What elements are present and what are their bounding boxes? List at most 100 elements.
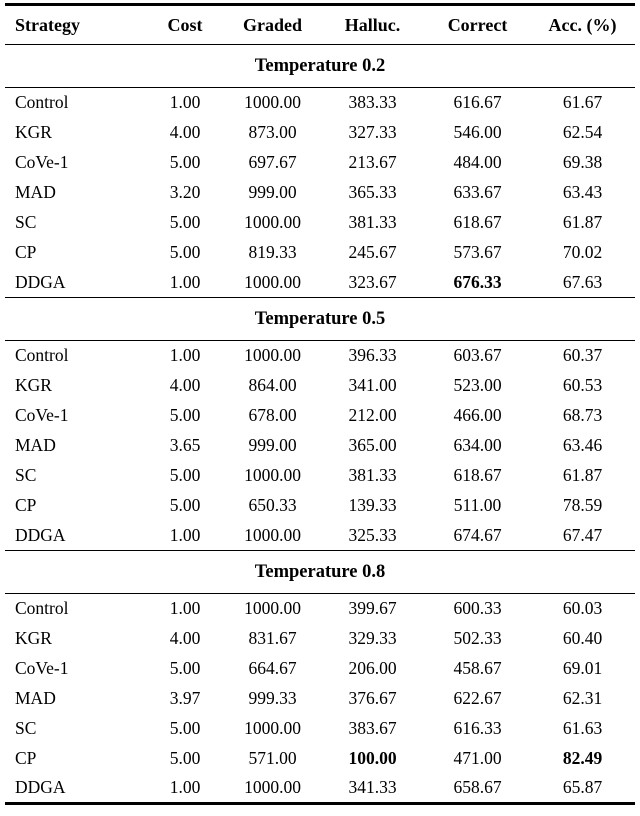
cell-value: 831.67 <box>248 628 297 648</box>
table-row: Control 1.00 1000.00 399.67 600.33 60.03 <box>5 594 635 624</box>
cell-value: 325.33 <box>348 524 397 545</box>
cell-value: 650.33 <box>248 495 297 515</box>
cell-value: 3.97 <box>169 688 201 708</box>
table-row: Control 1.00 1000.00 383.33 616.67 61.67 <box>5 88 635 118</box>
cell-strategy: CP <box>15 495 37 515</box>
cell-strategy: SC <box>15 212 37 232</box>
cell-strategy: CP <box>15 242 37 262</box>
cell-value: 1000.00 <box>244 718 301 738</box>
section-header-row: Temperature 0.8 <box>5 550 635 594</box>
cell-value: 365.00 <box>348 435 397 455</box>
cell-value: 62.31 <box>562 688 603 708</box>
section-title: Temperature 0.2 <box>5 44 635 88</box>
cell-value: 458.67 <box>453 658 502 678</box>
cell-value: 61.87 <box>562 212 603 232</box>
cell-value: 67.47 <box>562 524 603 545</box>
table-row: SC 5.00 1000.00 381.33 618.67 61.87 <box>5 461 635 491</box>
cell-strategy: Control <box>15 598 69 619</box>
table-row: MAD 3.97 999.33 376.67 622.67 62.31 <box>5 684 635 714</box>
column-header-acc: Acc. (%) <box>548 14 617 35</box>
cell-value: 1000.00 <box>244 271 301 292</box>
cell-value: 68.73 <box>562 405 603 425</box>
cell-strategy: CP <box>15 748 37 768</box>
table-row: MAD 3.65 999.00 365.00 634.00 63.46 <box>5 431 635 461</box>
table-row: CoVe-1 5.00 664.67 206.00 458.67 69.01 <box>5 654 635 684</box>
results-table: Strategy Cost Graded Halluc. Correct Acc… <box>5 3 635 805</box>
cell-strategy: DDGA <box>15 524 66 545</box>
column-header-correct: Correct <box>447 14 508 35</box>
cell-value: 365.33 <box>348 182 397 202</box>
cell-value: 674.67 <box>453 524 502 545</box>
cell-value: 1000.00 <box>244 345 301 366</box>
cell-value: 5.00 <box>169 658 201 678</box>
cell-strategy: CoVe-1 <box>15 658 69 678</box>
cell-value: 999.00 <box>248 435 297 455</box>
cell-value: 327.33 <box>348 122 397 142</box>
cell-value: 67.63 <box>562 271 603 292</box>
cell-value: 1000.00 <box>244 465 301 485</box>
cell-value: 3.65 <box>169 435 201 455</box>
cell-strategy: Control <box>15 345 69 366</box>
column-header-strategy: Strategy <box>15 14 80 35</box>
cell-value: 864.00 <box>248 375 297 395</box>
cell-value: 381.33 <box>348 465 397 485</box>
cell-value: 341.33 <box>348 777 397 798</box>
cell-value: 600.33 <box>453 598 502 619</box>
cell-value: 329.33 <box>348 628 397 648</box>
section-header-row: Temperature 0.2 <box>5 44 635 88</box>
cell-value: 1000.00 <box>244 92 301 113</box>
cell-value: 62.54 <box>562 122 603 142</box>
table-row: CP 5.00 571.00 100.00 471.00 82.49 <box>5 744 635 774</box>
cell-value: 396.33 <box>348 345 397 366</box>
cell-value: 323.67 <box>348 271 397 292</box>
cell-value: 60.37 <box>562 345 603 366</box>
cell-value: 616.67 <box>453 92 502 113</box>
cell-value: 603.67 <box>453 345 502 366</box>
cell-value: 381.33 <box>348 212 397 232</box>
cell-value: 341.00 <box>348 375 397 395</box>
cell-value: 3.20 <box>169 182 201 202</box>
cell-strategy: CoVe-1 <box>15 405 69 425</box>
cell-value: 664.67 <box>248 658 297 678</box>
cell-strategy: MAD <box>15 182 56 202</box>
cell-value: 60.03 <box>562 598 603 619</box>
cell-value: 206.00 <box>348 658 397 678</box>
cell-value: 546.00 <box>453 122 502 142</box>
cell-value: 502.33 <box>453 628 502 648</box>
cell-value: 63.43 <box>562 182 603 202</box>
cell-value: 139.33 <box>348 495 397 515</box>
cell-strategy: SC <box>15 465 37 485</box>
cell-value: 1.00 <box>169 345 201 366</box>
cell-value: 1000.00 <box>244 598 301 619</box>
table-row: CP 5.00 650.33 139.33 511.00 78.59 <box>5 491 635 521</box>
cell-value: 5.00 <box>169 405 201 425</box>
cell-value: 819.33 <box>248 242 297 262</box>
cell-strategy: MAD <box>15 688 56 708</box>
cell-value: 60.40 <box>562 628 603 648</box>
cell-value: 78.59 <box>562 495 603 515</box>
cell-value: 622.67 <box>453 688 502 708</box>
cell-value: 873.00 <box>248 122 297 142</box>
cell-value: 69.01 <box>562 658 603 678</box>
cell-value: 69.38 <box>562 152 603 172</box>
cell-value: 213.67 <box>348 152 397 172</box>
cell-value: 697.67 <box>248 152 297 172</box>
column-header-cost: Cost <box>167 14 203 35</box>
cell-value: 82.49 <box>562 748 603 768</box>
table-row: CoVe-1 5.00 697.67 213.67 484.00 69.38 <box>5 148 635 178</box>
cell-value: 376.67 <box>348 688 397 708</box>
table-row: CoVe-1 5.00 678.00 212.00 466.00 68.73 <box>5 401 635 431</box>
cell-value: 61.87 <box>562 465 603 485</box>
cell-value: 5.00 <box>169 495 201 515</box>
cell-value: 1000.00 <box>244 524 301 545</box>
table-row: SC 5.00 1000.00 381.33 618.67 61.87 <box>5 208 635 238</box>
cell-value: 61.63 <box>562 718 603 738</box>
table-row: MAD 3.20 999.00 365.33 633.67 63.43 <box>5 178 635 208</box>
table-body: Temperature 0.2 Control 1.00 1000.00 383.33 6… <box>5 44 635 804</box>
cell-strategy: MAD <box>15 435 56 455</box>
table-header: Strategy Cost Graded Halluc. Correct Acc… <box>5 5 635 45</box>
cell-value: 5.00 <box>169 242 201 262</box>
cell-strategy: SC <box>15 718 37 738</box>
table-row: DDGA 1.00 1000.00 325.33 674.67 67.47 <box>5 521 635 551</box>
cell-strategy: KGR <box>15 628 52 648</box>
